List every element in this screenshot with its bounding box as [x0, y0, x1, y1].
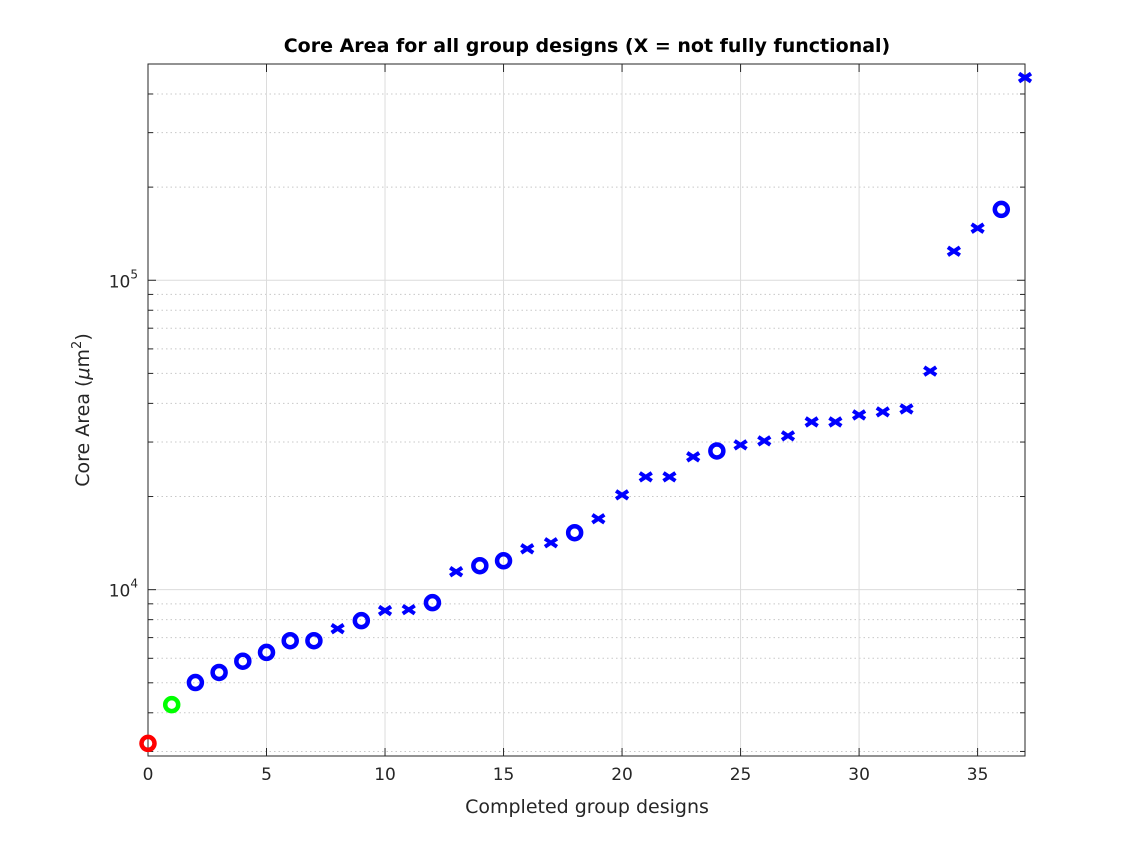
- data-point-x: [946, 245, 962, 257]
- y-axis-label: Core Area (μm2): [70, 333, 94, 487]
- x-marker-stroke: [330, 623, 345, 635]
- axis-ticks: 0 5 10 15 20 25 30 35 104 105: [109, 63, 1025, 785]
- y-axis-label-exp: 2: [70, 341, 85, 349]
- x-marker-stroke: [780, 430, 796, 442]
- x-marker-stroke: [757, 435, 772, 447]
- x-marker-stroke: [875, 406, 890, 418]
- y-axis-label-suffix: ): [72, 333, 94, 340]
- x-marker-stroke: [591, 513, 606, 525]
- data-point-circle: [992, 200, 1011, 219]
- x-marker-stroke: [804, 416, 819, 428]
- x-marker-stroke: [733, 439, 748, 451]
- x-tick-label: 25: [730, 765, 752, 785]
- data-point-circle: [494, 552, 513, 570]
- data-point-circle: [210, 663, 228, 682]
- x-tick-label: 35: [967, 765, 989, 785]
- x-marker-stroke: [1017, 71, 1033, 84]
- y-tick-label: 104: [109, 577, 138, 602]
- x-tick-label: 5: [261, 765, 272, 785]
- data-point-x: [1017, 71, 1033, 84]
- data-point-x: [401, 603, 416, 616]
- y-axis-label-mu: μ: [72, 367, 94, 380]
- x-marker-stroke: [851, 409, 867, 421]
- data-point-x: [686, 451, 701, 463]
- x-marker-stroke: [899, 403, 914, 415]
- data-point-x: [638, 471, 653, 483]
- data-point-circle: [471, 556, 489, 575]
- data-point-x: [520, 543, 535, 555]
- data-point-x: [851, 409, 867, 421]
- data-point-circle: [139, 734, 157, 753]
- data-point-circle: [352, 611, 371, 630]
- x-marker-stroke: [543, 537, 559, 549]
- data-point-x: [330, 623, 345, 635]
- data-point-x: [875, 406, 890, 418]
- grid: [147, 63, 1025, 756]
- x-marker-stroke: [520, 543, 535, 555]
- x-marker-stroke: [828, 416, 843, 428]
- data-point-x: [828, 416, 843, 428]
- x-marker-stroke: [923, 365, 938, 377]
- x-tick-label: 10: [374, 765, 396, 785]
- x-marker-stroke: [638, 471, 653, 483]
- data-point-x: [923, 365, 938, 377]
- x-marker-stroke: [449, 566, 464, 578]
- x-marker-stroke: [662, 471, 677, 483]
- data-point-circle: [162, 695, 181, 714]
- data-point-circle: [281, 631, 299, 650]
- x-marker-stroke: [614, 489, 630, 501]
- data-point-x: [804, 416, 819, 428]
- data-point-x: [377, 604, 393, 617]
- chart-title: Core Area for all group designs (X = not…: [284, 35, 891, 57]
- data-point-circle: [305, 631, 323, 650]
- x-tick-label: 30: [848, 765, 870, 785]
- data-point-x: [757, 435, 772, 447]
- data-point-x: [780, 430, 796, 442]
- data-point-x: [591, 513, 606, 525]
- data-point-x: [449, 566, 464, 578]
- y-axis-label-unit: m: [72, 349, 94, 368]
- data-point-circle: [234, 652, 252, 670]
- x-tick-label: 0: [143, 765, 154, 785]
- data-point-circle: [565, 523, 584, 542]
- data-point-x: [970, 222, 985, 234]
- data-point-circle: [423, 593, 442, 612]
- x-marker-stroke: [401, 603, 416, 616]
- data-point-x: [614, 489, 630, 501]
- y-tick-label: 105: [109, 267, 138, 292]
- data-point-circle: [257, 643, 276, 662]
- data-point-circle: [708, 442, 726, 460]
- x-tick-label: 20: [611, 765, 633, 785]
- data-point-x: [733, 439, 748, 451]
- x-marker-stroke: [946, 245, 962, 257]
- data-point-x: [662, 471, 677, 483]
- x-marker-stroke: [377, 604, 393, 617]
- plot-area-frame: [147, 63, 1026, 757]
- x-tick-label: 15: [493, 765, 515, 785]
- data-point-x: [543, 537, 559, 549]
- y-axis-label-prefix: Core Area (: [72, 380, 94, 487]
- data-point-x: [899, 403, 914, 415]
- data-points: [139, 71, 1033, 753]
- x-axis-label: Completed group designs: [465, 796, 709, 818]
- data-point-circle: [186, 673, 205, 692]
- x-marker-stroke: [970, 222, 985, 234]
- x-marker-stroke: [686, 451, 701, 463]
